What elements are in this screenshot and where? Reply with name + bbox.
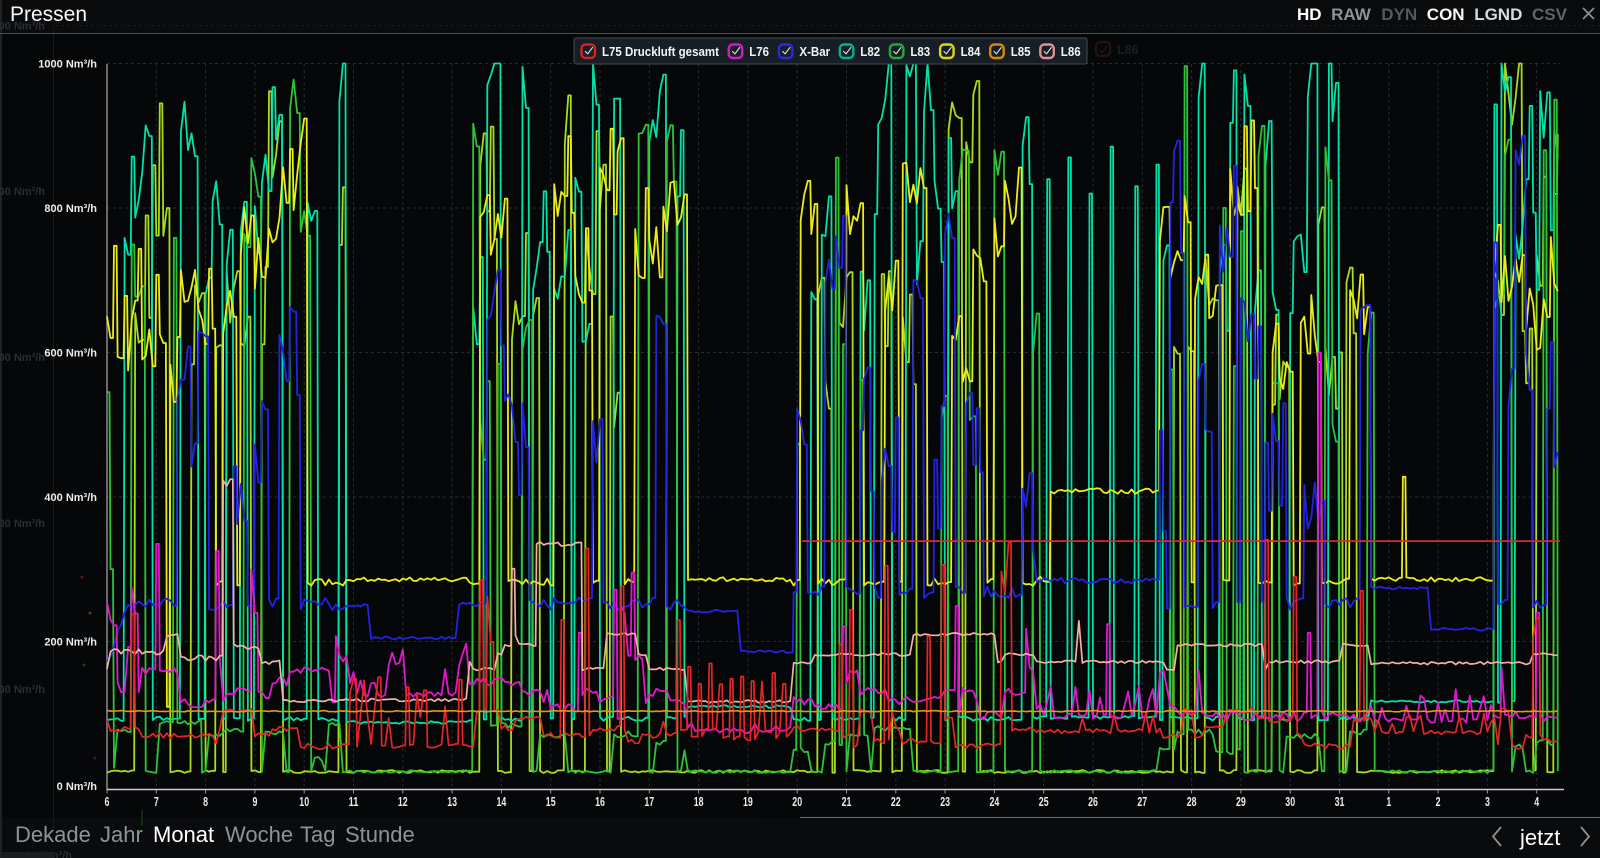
svg-text:2: 2 xyxy=(1436,795,1441,809)
svg-text:00 Nm³/h: 00 Nm³/h xyxy=(0,21,45,33)
svg-text:15: 15 xyxy=(546,795,556,809)
svg-text:L76: L76 xyxy=(749,44,769,59)
svg-text:L83: L83 xyxy=(910,44,930,59)
svg-text:31: 31 xyxy=(1335,795,1345,809)
svg-text:30: 30 xyxy=(1285,795,1295,809)
svg-text:25: 25 xyxy=(1039,795,1049,809)
svg-text:L86: L86 xyxy=(1117,43,1139,57)
svg-text:6: 6 xyxy=(105,795,110,809)
svg-text:9: 9 xyxy=(252,795,257,809)
svg-text:Tag: Tag xyxy=(300,822,335,847)
svg-text:CSV: CSV xyxy=(1532,5,1568,24)
svg-text:X-Bar: X-Bar xyxy=(799,44,830,59)
svg-text:28: 28 xyxy=(1187,795,1197,809)
svg-text:LGND: LGND xyxy=(1474,5,1522,24)
svg-text:Jahr: Jahr xyxy=(100,822,143,847)
svg-text:10: 10 xyxy=(299,795,309,809)
svg-text:00 Nm³/h: 00 Nm³/h xyxy=(0,352,45,364)
svg-text:200 Nm³/h: 200 Nm³/h xyxy=(44,637,97,649)
svg-text:HD: HD xyxy=(1297,5,1322,24)
svg-text:L86: L86 xyxy=(1061,44,1081,59)
svg-text:L75 Druckluft gesamt: L75 Druckluft gesamt xyxy=(602,44,719,59)
svg-text:RAW: RAW xyxy=(1331,5,1372,24)
svg-text:1000 Nm³/h: 1000 Nm³/h xyxy=(38,59,97,71)
svg-text:16: 16 xyxy=(595,795,605,809)
svg-text:24: 24 xyxy=(990,795,1000,809)
svg-text:Monat: Monat xyxy=(153,822,214,847)
svg-text:4: 4 xyxy=(1534,795,1539,809)
svg-text:400 Nm³/h: 400 Nm³/h xyxy=(44,492,97,504)
svg-text:26: 26 xyxy=(1088,795,1098,809)
svg-text:27: 27 xyxy=(1137,795,1147,809)
svg-text:00 Nm³/h: 00 Nm³/h xyxy=(0,518,45,530)
svg-text:Woche: Woche xyxy=(225,822,293,847)
svg-text:800 Nm³/h: 800 Nm³/h xyxy=(44,203,97,215)
svg-text:17: 17 xyxy=(644,795,654,809)
svg-text:3: 3 xyxy=(1485,795,1490,809)
svg-text:19: 19 xyxy=(743,795,753,809)
svg-text:21: 21 xyxy=(842,795,852,809)
svg-text:L85: L85 xyxy=(1011,44,1031,59)
svg-text:8: 8 xyxy=(203,795,208,809)
svg-text:11: 11 xyxy=(349,795,359,809)
svg-text:L84: L84 xyxy=(961,44,981,59)
svg-text:Dekade: Dekade xyxy=(15,822,91,847)
svg-text:0 Nm³/h: 0 Nm³/h xyxy=(57,781,98,793)
svg-text:DYN: DYN xyxy=(1381,5,1417,24)
svg-text:22: 22 xyxy=(891,795,901,809)
svg-text:00 Nm³/h: 00 Nm³/h xyxy=(0,684,45,696)
svg-text:Pressen: Pressen xyxy=(10,3,87,26)
svg-text:jetzt: jetzt xyxy=(1519,825,1560,850)
svg-text:13: 13 xyxy=(447,795,457,809)
svg-text:12: 12 xyxy=(398,795,408,809)
svg-text:600 Nm³/h: 600 Nm³/h xyxy=(44,348,97,360)
svg-text:20: 20 xyxy=(792,795,802,809)
svg-text:14: 14 xyxy=(497,795,507,809)
svg-text:1: 1 xyxy=(1386,795,1391,809)
svg-text:7: 7 xyxy=(154,795,159,809)
svg-text:CON: CON xyxy=(1427,5,1465,24)
svg-text:18: 18 xyxy=(694,795,704,809)
svg-text:23: 23 xyxy=(940,795,950,809)
svg-text:Stunde: Stunde xyxy=(345,822,415,847)
svg-text:00 Nm³/h: 00 Nm³/h xyxy=(0,186,45,198)
svg-text:29: 29 xyxy=(1236,795,1246,809)
svg-text:L82: L82 xyxy=(860,44,880,59)
